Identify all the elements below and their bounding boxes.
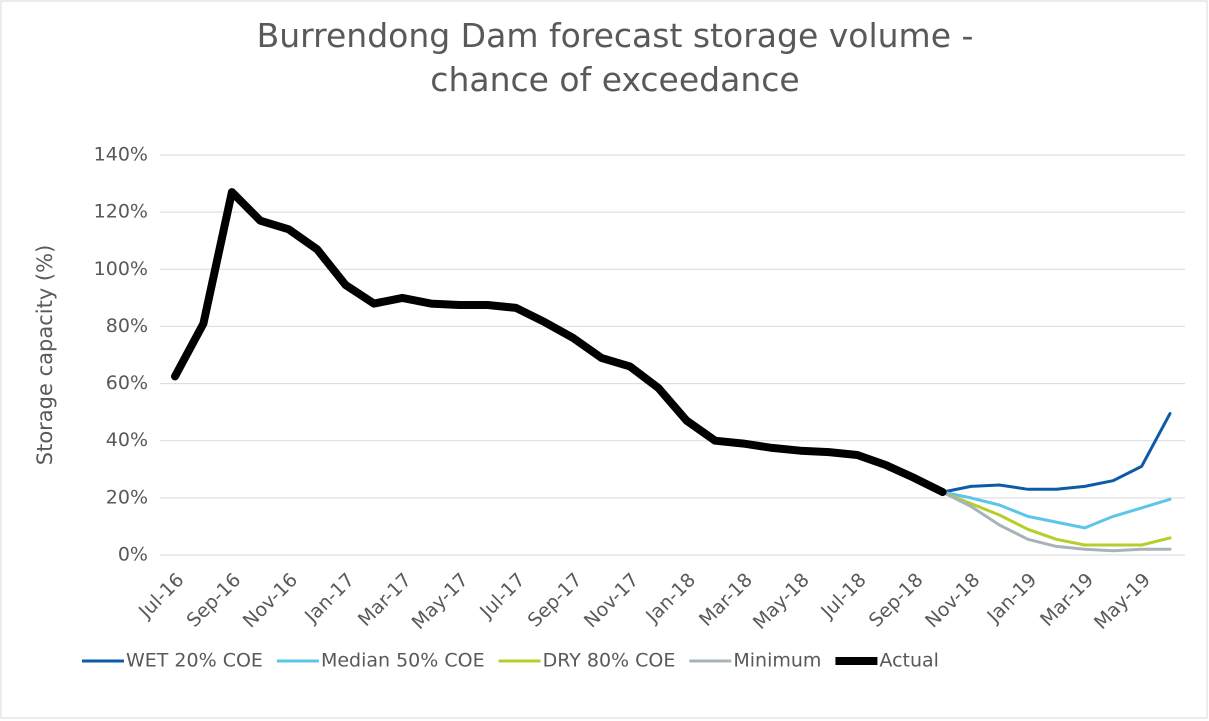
y-tick-label: 100% <box>94 258 148 280</box>
chart-title: Burrendong Dam forecast storage volume -… <box>256 16 974 99</box>
series-line <box>941 490 1172 553</box>
y-tick-label: 0% <box>118 544 148 566</box>
y-tick-label: 140% <box>94 144 148 166</box>
y-tick-label: 120% <box>94 201 148 223</box>
y-tick-label: 40% <box>106 429 148 451</box>
legend-label: Median 50% COE <box>321 650 485 672</box>
y-tick-label: 80% <box>106 315 148 337</box>
series-line <box>941 490 1172 547</box>
series-line <box>941 490 1172 530</box>
legend-label: Minimum <box>733 650 821 672</box>
legend-label: Actual <box>879 650 939 672</box>
y-tick-label: 20% <box>106 486 148 508</box>
y-tick-label: 60% <box>106 372 148 394</box>
legend-label: WET 20% COE <box>126 650 263 672</box>
series-line <box>171 188 947 497</box>
y-axis-label: Storage capacity (%) <box>33 245 57 466</box>
series-line <box>941 412 1172 494</box>
legend-label: DRY 80% COE <box>543 650 676 672</box>
